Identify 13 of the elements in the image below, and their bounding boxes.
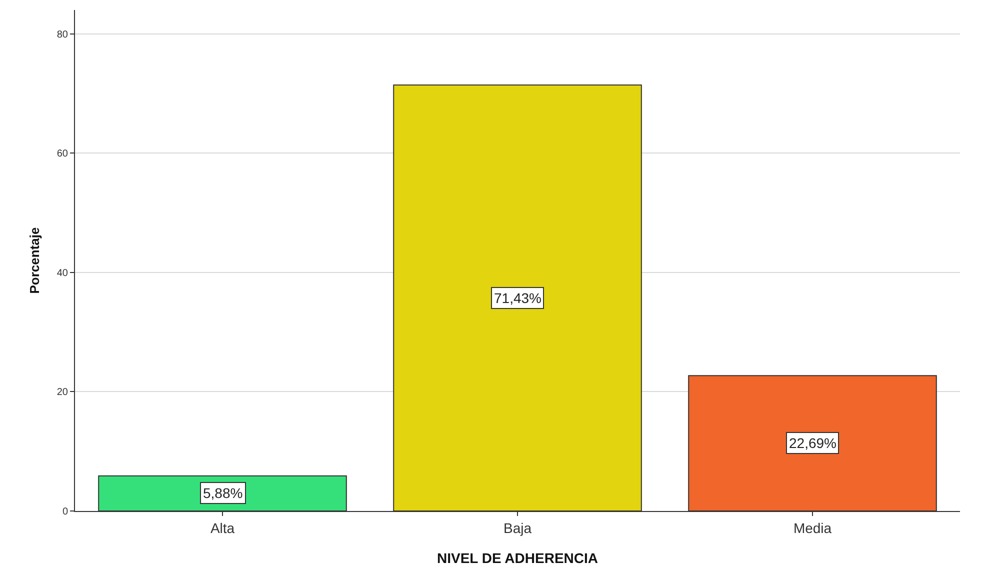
y-axis-title: Porcentaje: [26, 227, 42, 294]
y-tick-label: 80: [56, 29, 68, 40]
data-label: 22,69%: [789, 435, 836, 451]
x-tick-label: Baja: [503, 520, 532, 536]
y-tick-label: 40: [56, 268, 68, 279]
x-axis-title: NIVEL DE ADHERENCIA: [436, 550, 598, 566]
y-tick-label: 0: [62, 506, 68, 518]
x-tick-label: Alta: [210, 520, 235, 536]
data-label: 5,88%: [203, 485, 243, 501]
y-tick-label: 60: [56, 148, 68, 160]
data-label: 71,43%: [494, 290, 542, 306]
y-tick-label: 20: [56, 387, 68, 398]
x-tick-label: Media: [793, 520, 832, 536]
